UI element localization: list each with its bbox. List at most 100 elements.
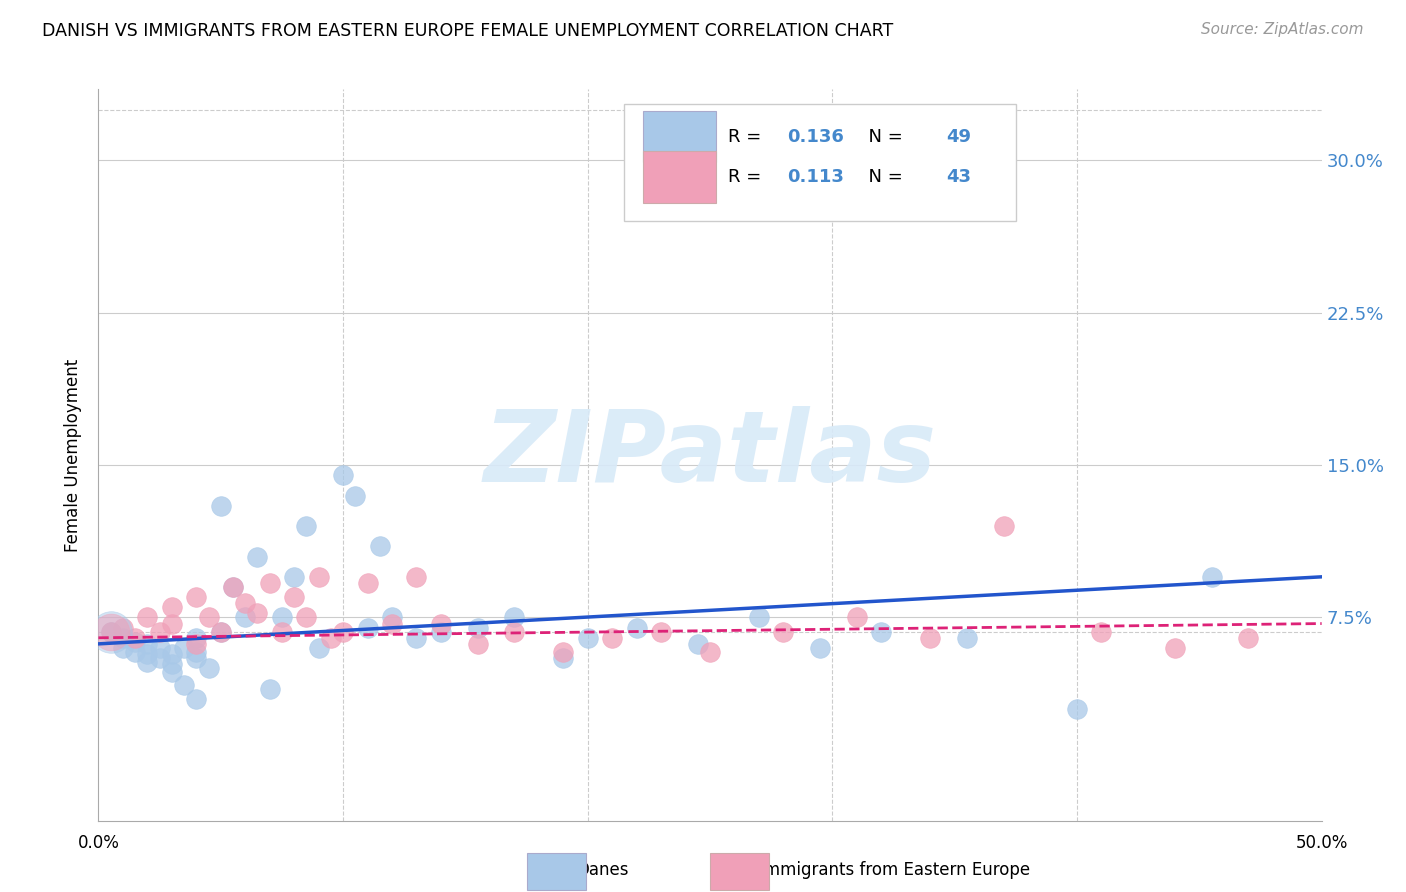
Point (356, 621, 378, 635)
Point (295, 519, 318, 533)
Point (197, 661, 219, 675)
Point (270, 624, 294, 639)
Point (259, 681, 281, 696)
Point (160, 665, 183, 680)
Point (111, 631, 134, 645)
Point (136, 637, 159, 651)
Point (1090, 624, 1112, 639)
Point (430, 624, 453, 639)
Point (283, 590, 305, 604)
Text: 49: 49 (946, 128, 972, 145)
Point (100, 624, 122, 639)
Point (136, 647, 159, 661)
Point (233, 610, 256, 624)
Point (149, 624, 172, 639)
Point (356, 576, 378, 591)
Y-axis label: Female Unemployment: Female Unemployment (65, 359, 83, 551)
Point (405, 631, 427, 645)
Point (186, 645, 208, 659)
Point (197, 610, 219, 624)
Point (173, 640, 195, 655)
Point (209, 624, 232, 639)
Point (149, 651, 172, 665)
Text: 0.136: 0.136 (787, 128, 844, 145)
Point (100, 624, 122, 639)
Point (222, 580, 245, 594)
Text: 43: 43 (946, 168, 972, 186)
Point (222, 580, 245, 594)
Point (772, 624, 794, 639)
Point (233, 596, 256, 610)
Point (136, 610, 159, 624)
Point (209, 499, 232, 513)
Point (259, 576, 281, 591)
Point (870, 624, 893, 639)
Point (430, 616, 453, 631)
Point (186, 651, 208, 665)
Point (576, 631, 599, 645)
Point (808, 640, 831, 655)
Text: 0.0%: 0.0% (77, 834, 120, 852)
Point (600, 631, 623, 645)
Point (368, 539, 391, 553)
Point (467, 621, 489, 635)
Point (553, 651, 575, 665)
Point (136, 655, 159, 669)
Point (283, 570, 305, 584)
Point (503, 610, 526, 624)
Point (319, 631, 342, 645)
Point (124, 631, 146, 645)
Text: 0.113: 0.113 (787, 168, 844, 186)
FancyBboxPatch shape (643, 112, 716, 162)
Point (332, 624, 354, 639)
Point (1066, 702, 1088, 716)
Point (173, 677, 195, 691)
Point (246, 607, 269, 621)
Point (553, 645, 575, 659)
Text: Danes: Danes (576, 861, 628, 879)
Point (124, 645, 146, 659)
Point (405, 570, 427, 584)
Point (686, 637, 709, 651)
Point (626, 621, 648, 635)
Text: N =: N = (856, 128, 908, 145)
Point (100, 624, 122, 639)
Point (993, 519, 1015, 533)
Point (295, 610, 318, 624)
Point (160, 647, 183, 661)
Point (209, 624, 232, 639)
Point (149, 640, 172, 655)
Point (111, 640, 134, 655)
Point (381, 616, 404, 631)
Point (650, 624, 672, 639)
Point (186, 691, 208, 706)
Point (308, 570, 330, 584)
Text: DANISH VS IMMIGRANTS FROM EASTERN EUROPE FEMALE UNEMPLOYMENT CORRELATION CHART: DANISH VS IMMIGRANTS FROM EASTERN EUROPE… (42, 22, 893, 40)
Point (100, 624, 122, 639)
Point (308, 640, 330, 655)
Point (920, 631, 942, 645)
Point (332, 468, 354, 483)
Point (160, 600, 183, 615)
Point (186, 631, 208, 645)
Point (845, 610, 868, 624)
Point (124, 635, 146, 649)
Text: N =: N = (856, 168, 908, 186)
Point (467, 637, 489, 651)
Text: ZIPatlas: ZIPatlas (484, 407, 936, 503)
Point (111, 621, 134, 635)
Text: R =: R = (728, 128, 768, 145)
Point (1201, 570, 1223, 584)
Text: 50.0%: 50.0% (1295, 834, 1348, 852)
Point (1164, 640, 1187, 655)
Point (186, 590, 208, 604)
Point (503, 624, 526, 639)
Point (160, 616, 183, 631)
Point (270, 610, 294, 624)
FancyBboxPatch shape (643, 152, 716, 202)
FancyBboxPatch shape (624, 103, 1015, 221)
Text: Source: ZipAtlas.com: Source: ZipAtlas.com (1201, 22, 1364, 37)
Text: Immigrants from Eastern Europe: Immigrants from Eastern Europe (759, 861, 1031, 879)
Point (699, 645, 721, 659)
Point (246, 549, 269, 564)
